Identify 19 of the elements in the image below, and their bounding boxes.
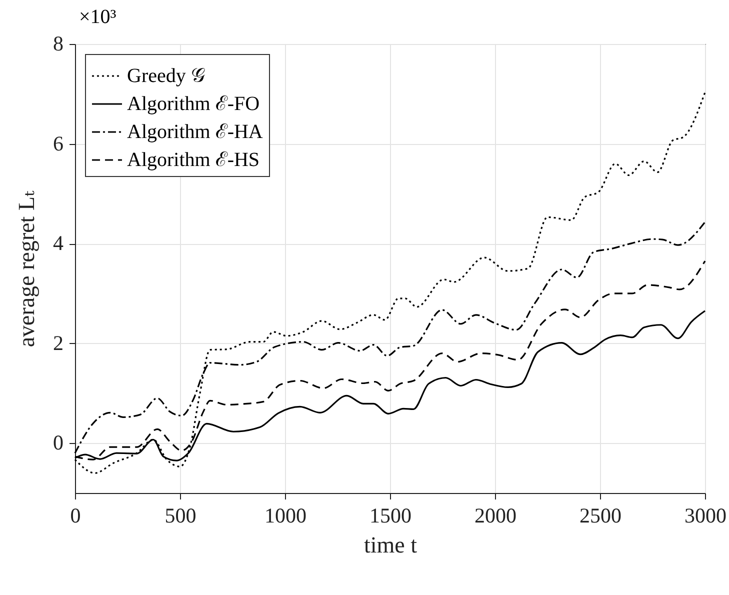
- text: ×10³: [79, 6, 116, 28]
- x-tick-label: 500: [164, 504, 196, 528]
- legend-label: Algorithm ℰ-FO: [127, 93, 260, 115]
- x-tick-label: 0: [70, 504, 81, 528]
- legend-label: Algorithm ℰ-HS: [127, 149, 260, 171]
- x-axis-title: time t: [364, 532, 418, 558]
- y-tick-label: 4: [53, 231, 64, 256]
- x-tick-label: 2000: [474, 504, 516, 528]
- y-tick-label: 0: [53, 430, 64, 455]
- y-axis-title: average regret Lₜ: [14, 190, 39, 348]
- y-tick-label: 6: [53, 131, 64, 156]
- legend-label: Greedy 𝒢: [127, 65, 205, 87]
- y-tick-label: 8: [53, 32, 64, 56]
- y-tick-label: 2: [53, 330, 64, 355]
- x-tick-label: 1500: [370, 504, 412, 528]
- x-tick-label: 1000: [264, 504, 306, 528]
- legend-label: Algorithm ℰ-HA: [127, 121, 264, 143]
- x-tick-label: 2500: [580, 504, 622, 528]
- x-tick-label: 3000: [684, 504, 726, 528]
